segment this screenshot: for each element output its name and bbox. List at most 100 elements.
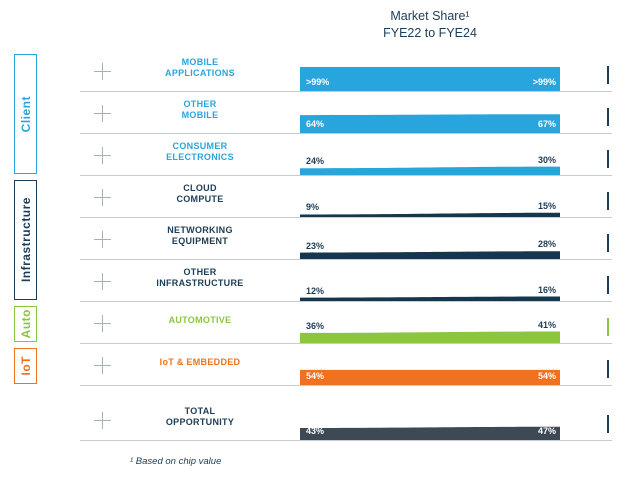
row-end-tick: [607, 66, 609, 84]
fye24-value-label: 30%: [537, 155, 556, 165]
chart-title: Market Share¹: [390, 9, 470, 23]
fye22-value-label: 64%: [306, 119, 325, 129]
chart-subtitle: FYE22 to FYE24: [383, 26, 477, 40]
chart-row: TOTAL OPPORTUNITY 43% 47%: [0, 399, 640, 441]
row-label-line: MOBILE: [181, 110, 219, 120]
row-end-tick: [607, 276, 609, 294]
share-wedge: [300, 331, 560, 343]
row-label: CONSUMER ELECTRONICS: [128, 134, 272, 170]
row-baseline: [80, 133, 612, 134]
row-label-line: IoT & EMBEDDED: [159, 356, 241, 367]
plus-marker-icon: [94, 412, 111, 429]
share-wedge-path: [300, 296, 560, 301]
rows-container: MOBILE APPLICATIONS >99% >99% OTHER MOBILE 64%…: [0, 50, 640, 441]
row-baseline: [80, 217, 612, 218]
row-label-line: CLOUD: [183, 183, 217, 193]
row-end-tick: [607, 150, 609, 168]
row-label-line: ELECTRONICS: [166, 152, 234, 162]
row-label: OTHER MOBILE: [128, 92, 272, 128]
row-baseline: [80, 175, 612, 176]
row-label-line: AUTOMOTIVE: [168, 314, 232, 325]
row-baseline: [80, 440, 612, 441]
plus-marker-icon: [94, 147, 111, 164]
row-label-line: OTHER: [183, 99, 217, 109]
row-baseline: [80, 301, 612, 302]
share-wedge-path: [300, 166, 560, 175]
group-label-infrastructure: Infrastructure: [14, 180, 37, 300]
group-label-text: IoT: [18, 356, 33, 376]
fye22-value-label: 24%: [306, 156, 325, 166]
share-wedge-path: [300, 114, 560, 133]
plus-marker-icon: [94, 231, 111, 248]
fye24-value-label: 47%: [537, 426, 556, 436]
chart-title-block: Market Share¹ FYE22 to FYE24: [300, 8, 560, 42]
share-wedge: [300, 114, 560, 133]
group-label-text: Client: [18, 95, 33, 133]
group-label-iot: IoT: [14, 348, 37, 384]
share-wedge: [300, 251, 560, 259]
share-wedge: [300, 296, 560, 301]
share-wedge-path: [300, 251, 560, 259]
row-label: NETWORKING EQUIPMENT: [128, 218, 272, 254]
row-label: OTHER INFRASTRUCTURE: [128, 260, 272, 296]
fye24-value-label: 28%: [537, 239, 556, 249]
share-wedge-path: [300, 212, 560, 217]
row-end-tick: [607, 192, 609, 210]
row-baseline: [80, 385, 612, 386]
plus-marker-icon: [94, 63, 111, 80]
plus-marker-icon: [94, 357, 111, 374]
fye22-value-label: 12%: [306, 286, 325, 296]
fye22-value-label: 23%: [306, 241, 325, 251]
row-label-line: OTHER: [183, 267, 217, 277]
row-label-line: TOTAL: [184, 406, 216, 416]
share-wedge: [300, 212, 560, 217]
chart-row: MOBILE APPLICATIONS >99% >99%: [0, 50, 640, 92]
row-baseline: [80, 343, 612, 344]
row-end-tick: [607, 415, 609, 433]
chart-row: IoT & EMBEDDED 54% 54%: [0, 344, 640, 386]
chart-row: CONSUMER ELECTRONICS 24% 30%: [0, 134, 640, 176]
share-wedge-path: [300, 67, 560, 91]
fye24-value-label: 41%: [537, 320, 556, 330]
row-baseline: [80, 91, 612, 92]
row-label-line: OPPORTUNITY: [165, 417, 235, 427]
plus-marker-icon: [94, 273, 111, 290]
fye22-value-label: 54%: [306, 371, 325, 381]
group-label-text: Infrastructure: [18, 197, 33, 283]
row-label-line: NETWORKING: [167, 225, 233, 235]
group-label-auto: Auto: [14, 306, 37, 342]
share-wedge-path: [300, 331, 560, 343]
fye24-value-label: 15%: [537, 201, 556, 211]
fye22-value-label: >99%: [306, 77, 330, 87]
chart-row: OTHER MOBILE 64% 67%: [0, 92, 640, 134]
fye22-value-label: 9%: [306, 202, 320, 212]
row-end-tick: [607, 318, 609, 336]
row-label-line: APPLICATIONS: [165, 68, 235, 78]
row-label: AUTOMOTIVE: [128, 302, 272, 338]
group-label-text: Auto: [18, 309, 33, 339]
row-label: IoT & EMBEDDED: [128, 344, 272, 380]
chart-row: AUTOMOTIVE 36% 41%: [0, 302, 640, 344]
share-wedge: [300, 166, 560, 175]
row-label-line: EQUIPMENT: [171, 236, 229, 246]
row-label: CLOUD COMPUTE: [128, 176, 272, 212]
row-label: TOTAL OPPORTUNITY: [128, 399, 272, 435]
group-label-client: Client: [14, 54, 37, 174]
share-wedge: [300, 369, 560, 385]
row-end-tick: [607, 108, 609, 126]
fye24-value-label: 67%: [537, 119, 556, 129]
plus-marker-icon: [94, 315, 111, 332]
fye22-value-label: 36%: [306, 321, 325, 331]
chart-row: CLOUD COMPUTE 9% 15%: [0, 176, 640, 218]
footnote: ¹ Based on chip value: [130, 456, 222, 467]
fye22-value-label: 43%: [306, 426, 325, 436]
row-label-line: CONSUMER: [172, 141, 228, 151]
chart-row: NETWORKING EQUIPMENT 23% 28%: [0, 218, 640, 260]
fye24-value-label: >99%: [532, 77, 556, 87]
share-wedge-path: [300, 426, 560, 440]
row-label-line: INFRASTRUCTURE: [156, 278, 244, 288]
row-label: MOBILE APPLICATIONS: [128, 50, 272, 86]
row-end-tick: [607, 360, 609, 378]
share-wedge: [300, 426, 560, 440]
